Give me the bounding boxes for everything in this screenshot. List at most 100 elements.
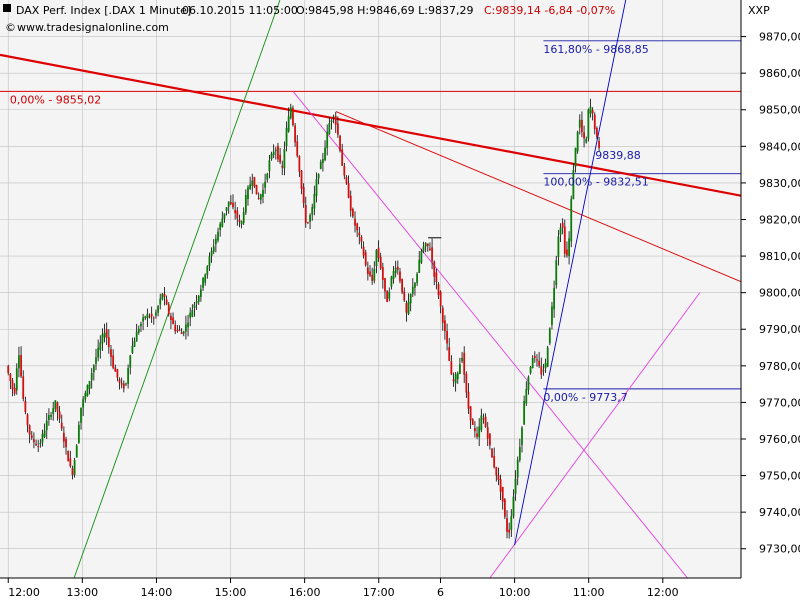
candle-body	[373, 268, 376, 281]
candle-body	[264, 181, 267, 188]
candle-body	[407, 301, 410, 314]
candle-body	[426, 243, 429, 247]
y-tick-label: 9860,00	[759, 67, 800, 80]
candle-body	[144, 316, 147, 319]
candle-body	[456, 372, 459, 380]
trendline-red-thick	[0, 53, 742, 197]
candle-body	[566, 249, 568, 256]
candle-body	[431, 247, 433, 262]
annotation-label: 100,00% - 9832,51	[543, 176, 648, 189]
candle-body	[45, 420, 48, 431]
candle-body	[568, 238, 570, 256]
trendlines	[0, 0, 742, 579]
candle-body	[129, 355, 132, 368]
candle-body	[148, 316, 151, 318]
candle-body	[536, 359, 538, 361]
candle-body	[221, 218, 224, 227]
candle-body	[422, 246, 425, 252]
candle-body	[510, 516, 513, 530]
x-tick-label: 16:00	[289, 586, 321, 599]
menu-triangle-icon[interactable]	[3, 4, 11, 12]
candle-body	[518, 446, 521, 461]
candle-body	[578, 119, 581, 128]
candle-body	[26, 414, 29, 426]
candle-body	[24, 400, 27, 413]
candle-body	[525, 388, 528, 404]
candle-body	[446, 330, 448, 344]
candle-body	[238, 219, 241, 222]
candle-body	[197, 295, 200, 302]
candle-body	[307, 222, 309, 224]
candle-body	[354, 218, 356, 226]
candle-body	[43, 430, 46, 437]
candle-body	[349, 195, 352, 211]
x-tick-label: 17:00	[363, 586, 395, 599]
x-tick-label: 12:00	[647, 586, 679, 599]
candle-body	[69, 458, 72, 467]
candle-body	[86, 385, 89, 397]
candle-body	[418, 259, 421, 273]
candle-body	[516, 459, 519, 478]
candle-body	[178, 329, 181, 331]
candle-body	[270, 153, 273, 160]
candle-body	[356, 223, 359, 231]
candle-body	[563, 226, 566, 254]
candle-body	[366, 267, 369, 275]
candle-body	[202, 277, 204, 288]
candle-body	[15, 368, 18, 391]
candle-body	[52, 408, 55, 414]
candle-body	[80, 407, 82, 423]
header-ohl: O:9845,98 H:9846,69 L:9837,29	[296, 4, 473, 17]
annotation-label: 0,00% - 9855,02	[10, 93, 101, 106]
header-website[interactable]: www.tradesignalonline.com	[17, 21, 169, 34]
candle-body	[420, 251, 423, 263]
x-tick-label: 6	[437, 586, 444, 599]
candle-body	[304, 205, 307, 223]
candle-body	[521, 427, 523, 445]
candle-body	[120, 383, 123, 385]
header-datetime: 06.10.2015 11:05:00	[182, 4, 298, 17]
candle-body	[523, 400, 526, 425]
candle-body	[127, 368, 130, 384]
candle-body	[150, 313, 153, 317]
y-tick-label: 9740,00	[759, 506, 800, 519]
candle-body	[514, 478, 517, 494]
candle-body	[114, 367, 117, 372]
candle-body	[377, 247, 380, 259]
candle-body	[583, 132, 585, 139]
candle-body	[328, 123, 331, 134]
candle-body	[227, 201, 230, 207]
y-tick-label: 9830,00	[759, 177, 800, 190]
candle-series	[7, 98, 600, 539]
trendline-magenta-up	[489, 292, 701, 579]
candle-body	[146, 313, 149, 319]
candle-body	[503, 499, 506, 517]
candle-body	[90, 373, 93, 381]
y-tick-label: 9770,00	[759, 396, 800, 409]
candle-body	[133, 341, 136, 347]
candle-body	[67, 451, 70, 462]
candle-body	[285, 127, 288, 146]
candle-body	[41, 433, 44, 443]
candle-body	[18, 355, 20, 369]
y-tick-label: 9780,00	[759, 360, 800, 373]
candle-body	[281, 165, 284, 168]
candle-body	[596, 128, 598, 137]
candle-body	[225, 207, 228, 211]
candle-body	[450, 361, 453, 375]
trendline-green	[73, 0, 281, 579]
x-tick-label: 14:00	[141, 586, 173, 599]
candle-body	[313, 193, 316, 209]
candle-body	[379, 256, 382, 269]
candle-body	[71, 468, 74, 475]
candle-body	[508, 529, 511, 533]
plot-area[interactable]	[0, 0, 741, 578]
candle-body	[95, 357, 97, 364]
candle-body	[292, 107, 294, 126]
candle-body	[332, 116, 335, 118]
x-tick-label: 11:00	[573, 586, 605, 599]
candle-body	[527, 376, 530, 390]
candle-body	[471, 419, 474, 425]
candle-body	[315, 179, 318, 196]
candle-body	[409, 293, 412, 304]
